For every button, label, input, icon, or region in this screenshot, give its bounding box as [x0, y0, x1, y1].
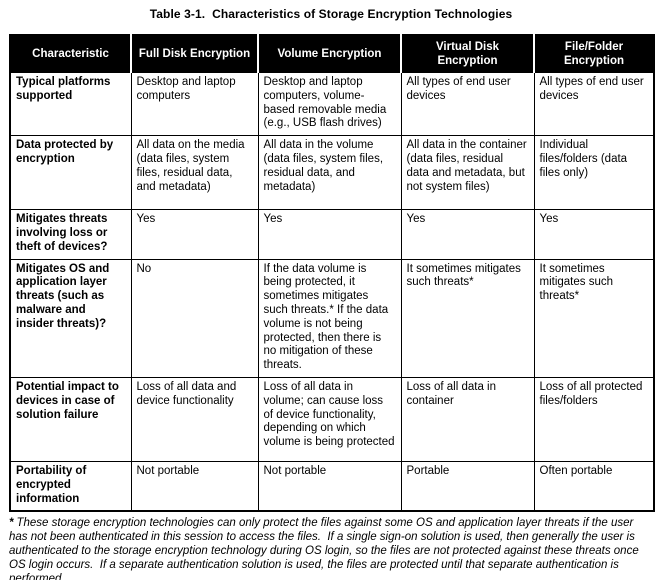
- data-cell: Loss of all data in volume; can cause lo…: [257, 376, 402, 462]
- data-cell: Yes: [400, 209, 535, 260]
- data-cell: Individual files/folders (data files onl…: [533, 135, 655, 211]
- data-cell: All types of end user devices: [400, 72, 535, 137]
- data-cell: Desktop and laptop computers, volume-bas…: [257, 72, 402, 137]
- data-cell: It sometimes mitigates such threats*: [533, 258, 655, 378]
- col-header-full-disk-encryption: Full Disk Encryption: [130, 34, 259, 74]
- data-cell: Not portable: [257, 460, 402, 512]
- row-mitigates-loss-theft: Mitigates threats involving loss or thef…: [9, 209, 655, 260]
- footnote-marker: *: [9, 517, 14, 530]
- data-cell: Loss of all data in container: [400, 376, 535, 462]
- data-cell: No: [130, 258, 259, 378]
- data-cell: All types of end user devices: [533, 72, 655, 137]
- row-header-cell: Mitigates OS and application layer threa…: [9, 258, 132, 378]
- data-cell: Loss of all protected files/folders: [533, 376, 655, 462]
- data-cell: Yes: [130, 209, 259, 260]
- row-mitigates-os-app-threats: Mitigates OS and application layer threa…: [9, 258, 655, 378]
- row-portability: Portability of encrypted information Not…: [9, 460, 655, 512]
- data-cell: Yes: [257, 209, 402, 260]
- data-cell: Portable: [400, 460, 535, 512]
- data-cell: If the data volume is being protected, i…: [257, 258, 402, 378]
- footnote: * These storage encryption technologies c…: [9, 516, 653, 580]
- row-header-cell: Data protected by encryption: [9, 135, 132, 211]
- col-header-file-folder-encryption: File/Folder Encryption: [533, 34, 655, 74]
- header-row: Characteristic Full Disk Encryption Volu…: [9, 34, 655, 74]
- data-cell: Not portable: [130, 460, 259, 512]
- col-header-virtual-disk-encryption: Virtual Disk Encryption: [400, 34, 535, 74]
- col-header-characteristic: Characteristic: [9, 34, 132, 74]
- data-cell: All data in the container (data files, r…: [400, 135, 535, 211]
- table-caption: Table 3-1. Characteristics of Storage En…: [149, 7, 513, 21]
- row-header-cell: Mitigates threats involving loss or thef…: [9, 209, 132, 260]
- data-cell: Loss of all data and device functionalit…: [130, 376, 259, 462]
- data-cell: Often portable: [533, 460, 655, 512]
- footnote-text: These storage encryption technologies ca…: [9, 517, 642, 580]
- data-cell: All data on the media (data files, syste…: [130, 135, 259, 211]
- row-data-protected: Data protected by encryption All data on…: [9, 135, 655, 211]
- data-cell: Desktop and laptop computers: [130, 72, 259, 137]
- row-header-cell: Potential impact to devices in case of s…: [9, 376, 132, 462]
- row-header-cell: Portability of encrypted information: [9, 460, 132, 512]
- data-cell: All data in the volume (data files, syst…: [257, 135, 402, 211]
- row-typical-platforms: Typical platforms supported Desktop and …: [9, 72, 655, 137]
- data-cell: It sometimes mitigates such threats*: [400, 258, 535, 378]
- row-header-cell: Typical platforms supported: [9, 72, 132, 137]
- col-header-volume-encryption: Volume Encryption: [257, 34, 402, 74]
- data-cell: Yes: [533, 209, 655, 260]
- storage-encryption-table: Characteristic Full Disk Encryption Volu…: [9, 34, 655, 513]
- row-potential-impact: Potential impact to devices in case of s…: [9, 376, 655, 462]
